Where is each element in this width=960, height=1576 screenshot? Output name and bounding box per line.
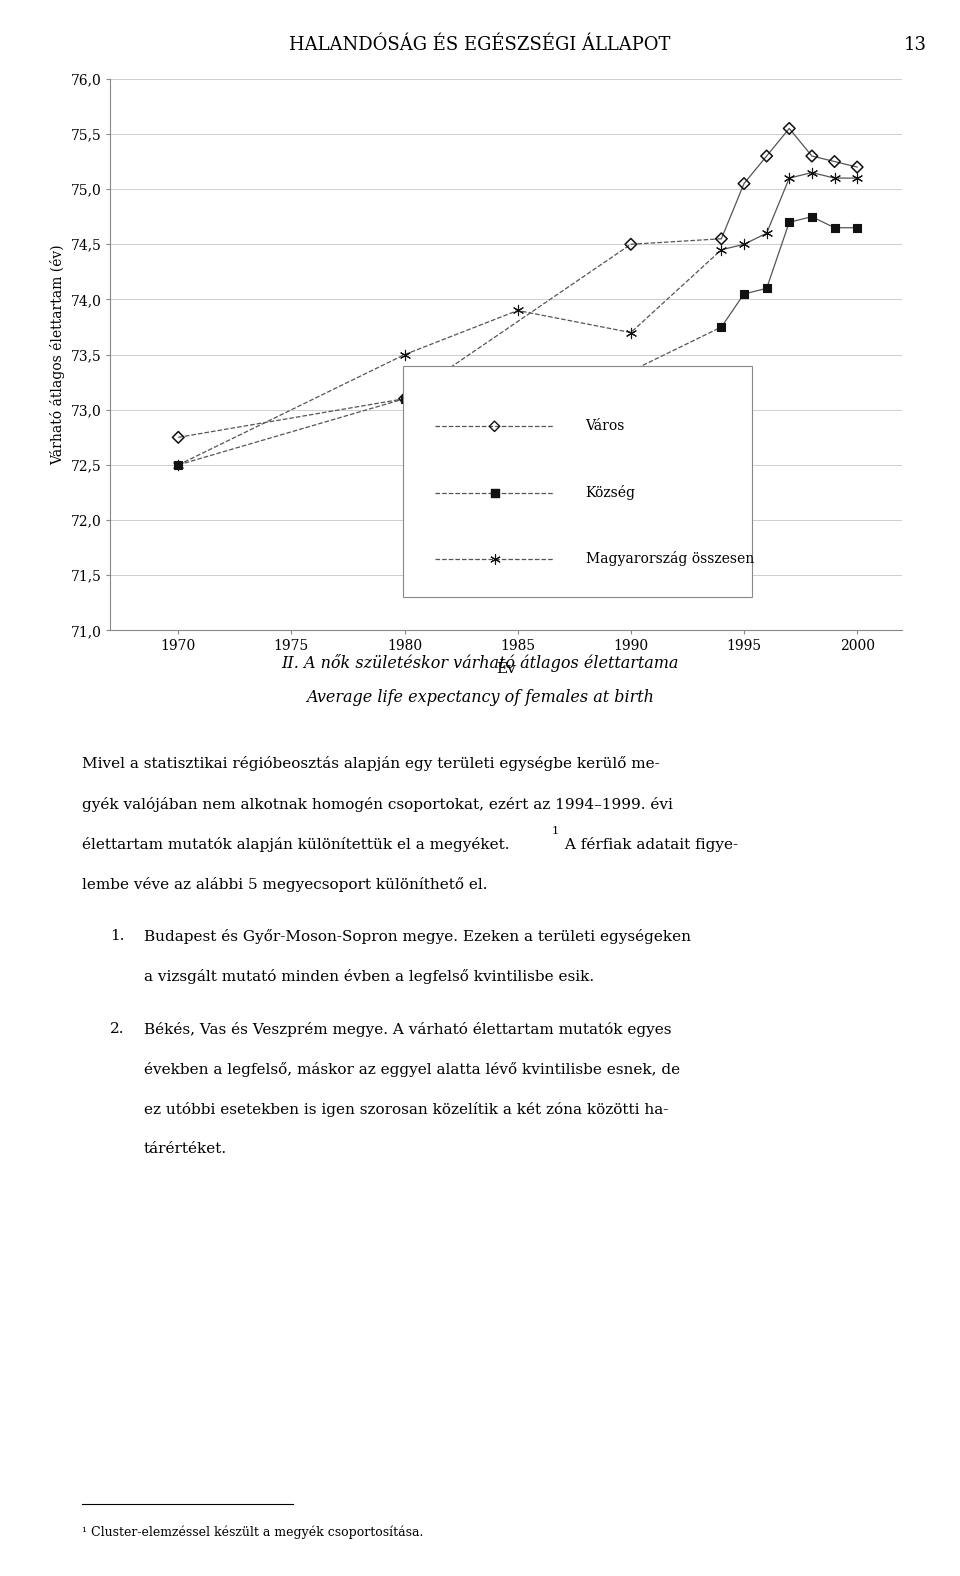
Point bbox=[736, 232, 752, 257]
Point bbox=[781, 210, 797, 235]
Point bbox=[827, 165, 842, 191]
Text: HALANDÓSÁG ÉS EGÉSZSÉGI ÁLLAPOT: HALANDÓSÁG ÉS EGÉSZSÉGI ÁLLAPOT bbox=[289, 36, 671, 54]
Text: 2.: 2. bbox=[110, 1021, 125, 1035]
Text: ¹ Cluster-elemzéssel készült a megyék csoportosítása.: ¹ Cluster-elemzéssel készült a megyék cs… bbox=[82, 1526, 423, 1540]
Text: ez utóbbi esetekben is igen szorosan közelítik a két zóna közötti ha-: ez utóbbi esetekben is igen szorosan köz… bbox=[144, 1102, 668, 1117]
Text: A férfiak adatait figye-: A férfiak adatait figye- bbox=[560, 837, 738, 853]
Point bbox=[850, 154, 865, 180]
Point bbox=[510, 298, 525, 323]
Point bbox=[850, 214, 865, 240]
Text: tárértéket.: tárértéket. bbox=[144, 1143, 228, 1157]
Text: 1: 1 bbox=[552, 826, 559, 835]
Point bbox=[850, 165, 865, 191]
Point bbox=[171, 452, 186, 478]
Point bbox=[736, 170, 752, 195]
Text: Mivel a statisztikai régióbeosztás alapján egy területi egységbe kerülő me-: Mivel a statisztikai régióbeosztás alapj… bbox=[82, 756, 660, 772]
Text: Magyarország összesen: Magyarország összesen bbox=[586, 552, 754, 566]
Text: években a legfelső, máskor az eggyel alatta lévő kvintilisbe esnek, de: években a legfelső, máskor az eggyel ala… bbox=[144, 1062, 680, 1076]
Text: II. A nők születéskor várható átlagos élettartama: II. A nők születéskor várható átlagos él… bbox=[281, 654, 679, 671]
Point bbox=[396, 386, 412, 411]
Point bbox=[171, 452, 186, 478]
Point bbox=[827, 214, 842, 240]
Text: gyék valójában nem alkotnak homogén csoportokat, ezért az 1994–1999. évi: gyék valójában nem alkotnak homogén csop… bbox=[82, 797, 672, 812]
X-axis label: Év: Év bbox=[496, 662, 516, 676]
Text: 1.: 1. bbox=[110, 930, 125, 944]
Text: Község: Község bbox=[586, 485, 636, 500]
Point bbox=[804, 203, 820, 229]
Point bbox=[171, 424, 186, 449]
Point bbox=[781, 115, 797, 140]
Point bbox=[759, 221, 775, 246]
Text: Békés, Vas és Veszprém megye. A várható élettartam mutatók egyes: Békés, Vas és Veszprém megye. A várható … bbox=[144, 1021, 671, 1037]
Point bbox=[759, 143, 775, 169]
FancyBboxPatch shape bbox=[403, 366, 752, 597]
Point bbox=[623, 359, 638, 385]
Text: lembe véve az alábbi 5 megyecsoport különíthető el.: lembe véve az alábbi 5 megyecsoport külö… bbox=[82, 878, 487, 892]
Point bbox=[713, 225, 729, 251]
Point bbox=[623, 232, 638, 257]
Point bbox=[713, 236, 729, 262]
Text: a vizsgált mutató minden évben a legfelső kvintilisbe esik.: a vizsgált mutató minden évben a legfels… bbox=[144, 969, 594, 985]
Point bbox=[804, 143, 820, 169]
Y-axis label: Várható átlagos élettartam (év): Várható átlagos élettartam (év) bbox=[50, 244, 65, 465]
Point bbox=[804, 159, 820, 184]
Point bbox=[623, 320, 638, 345]
Point bbox=[759, 276, 775, 301]
Point bbox=[736, 281, 752, 306]
Text: Budapest és Győr-Moson-Sopron megye. Ezeken a területi egységeken: Budapest és Győr-Moson-Sopron megye. Eze… bbox=[144, 930, 691, 944]
Text: Average life expectancy of females at birth: Average life expectancy of females at bi… bbox=[306, 689, 654, 706]
Text: élettartam mutatók alapján különítettük el a megyéket.: élettartam mutatók alapján különítettük … bbox=[82, 837, 509, 853]
Point bbox=[396, 386, 412, 411]
Point bbox=[713, 314, 729, 339]
Text: Város: Város bbox=[586, 419, 625, 433]
Point bbox=[781, 165, 797, 191]
Point bbox=[396, 342, 412, 367]
Text: 13: 13 bbox=[903, 36, 926, 54]
Point bbox=[827, 148, 842, 173]
